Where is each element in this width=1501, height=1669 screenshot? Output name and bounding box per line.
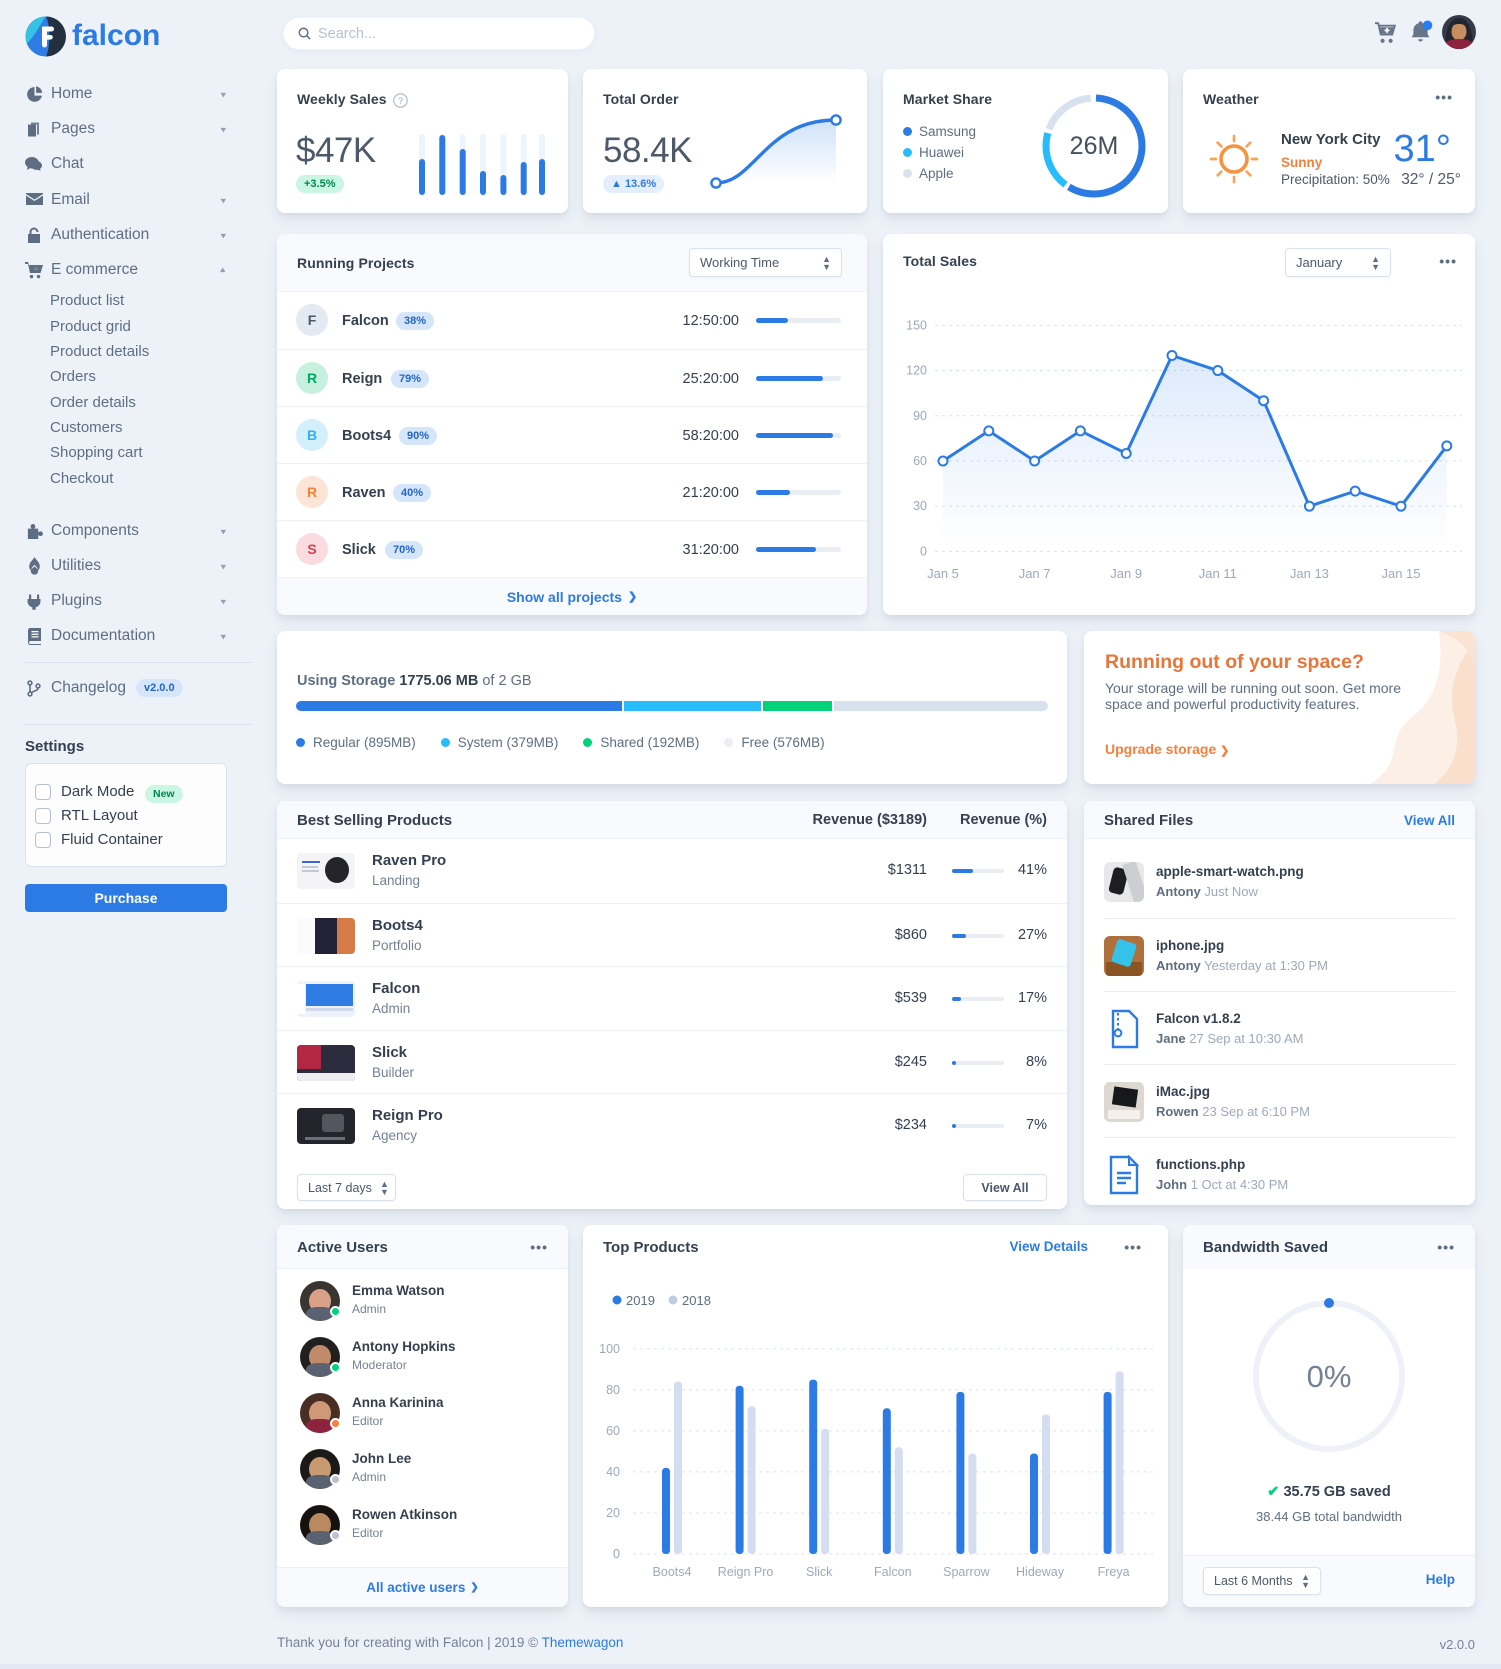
svg-text:Jan 11: Jan 11 [1199, 566, 1237, 581]
svg-text:Reign Pro: Reign Pro [718, 1565, 774, 1579]
svg-text:60: 60 [913, 454, 927, 468]
svg-text:Jan 15: Jan 15 [1381, 566, 1420, 581]
svg-text:Hideway: Hideway [1016, 1565, 1065, 1579]
svg-text:60: 60 [606, 1424, 620, 1438]
svg-text:Freya: Freya [1098, 1565, 1130, 1579]
svg-text:Slick: Slick [806, 1565, 833, 1579]
svg-text:0: 0 [613, 1547, 620, 1561]
svg-text:Falcon: Falcon [874, 1565, 912, 1579]
svg-text:0: 0 [920, 544, 927, 558]
svg-text:2019: 2019 [626, 1293, 655, 1308]
svg-text:100: 100 [599, 1342, 620, 1356]
svg-text:Jan 9: Jan 9 [1110, 566, 1142, 581]
svg-text:26M: 26M [1070, 132, 1119, 160]
svg-text:30: 30 [913, 499, 927, 513]
svg-text:Boots4: Boots4 [653, 1565, 692, 1579]
svg-text:Jan 13: Jan 13 [1290, 566, 1329, 581]
svg-text:Jan 5: Jan 5 [927, 566, 959, 581]
svg-text:90: 90 [913, 409, 927, 423]
svg-text:?: ? [398, 96, 403, 106]
svg-text:150: 150 [906, 318, 927, 332]
svg-text:2018: 2018 [682, 1293, 711, 1308]
svg-text:120: 120 [906, 364, 927, 378]
svg-text:80: 80 [606, 1383, 620, 1397]
svg-text:Jan 7: Jan 7 [1019, 566, 1051, 581]
svg-text:40: 40 [606, 1465, 620, 1479]
svg-text:Sparrow: Sparrow [943, 1565, 991, 1579]
svg-text:20: 20 [606, 1506, 620, 1520]
svg-text:0%: 0% [1307, 1359, 1352, 1394]
